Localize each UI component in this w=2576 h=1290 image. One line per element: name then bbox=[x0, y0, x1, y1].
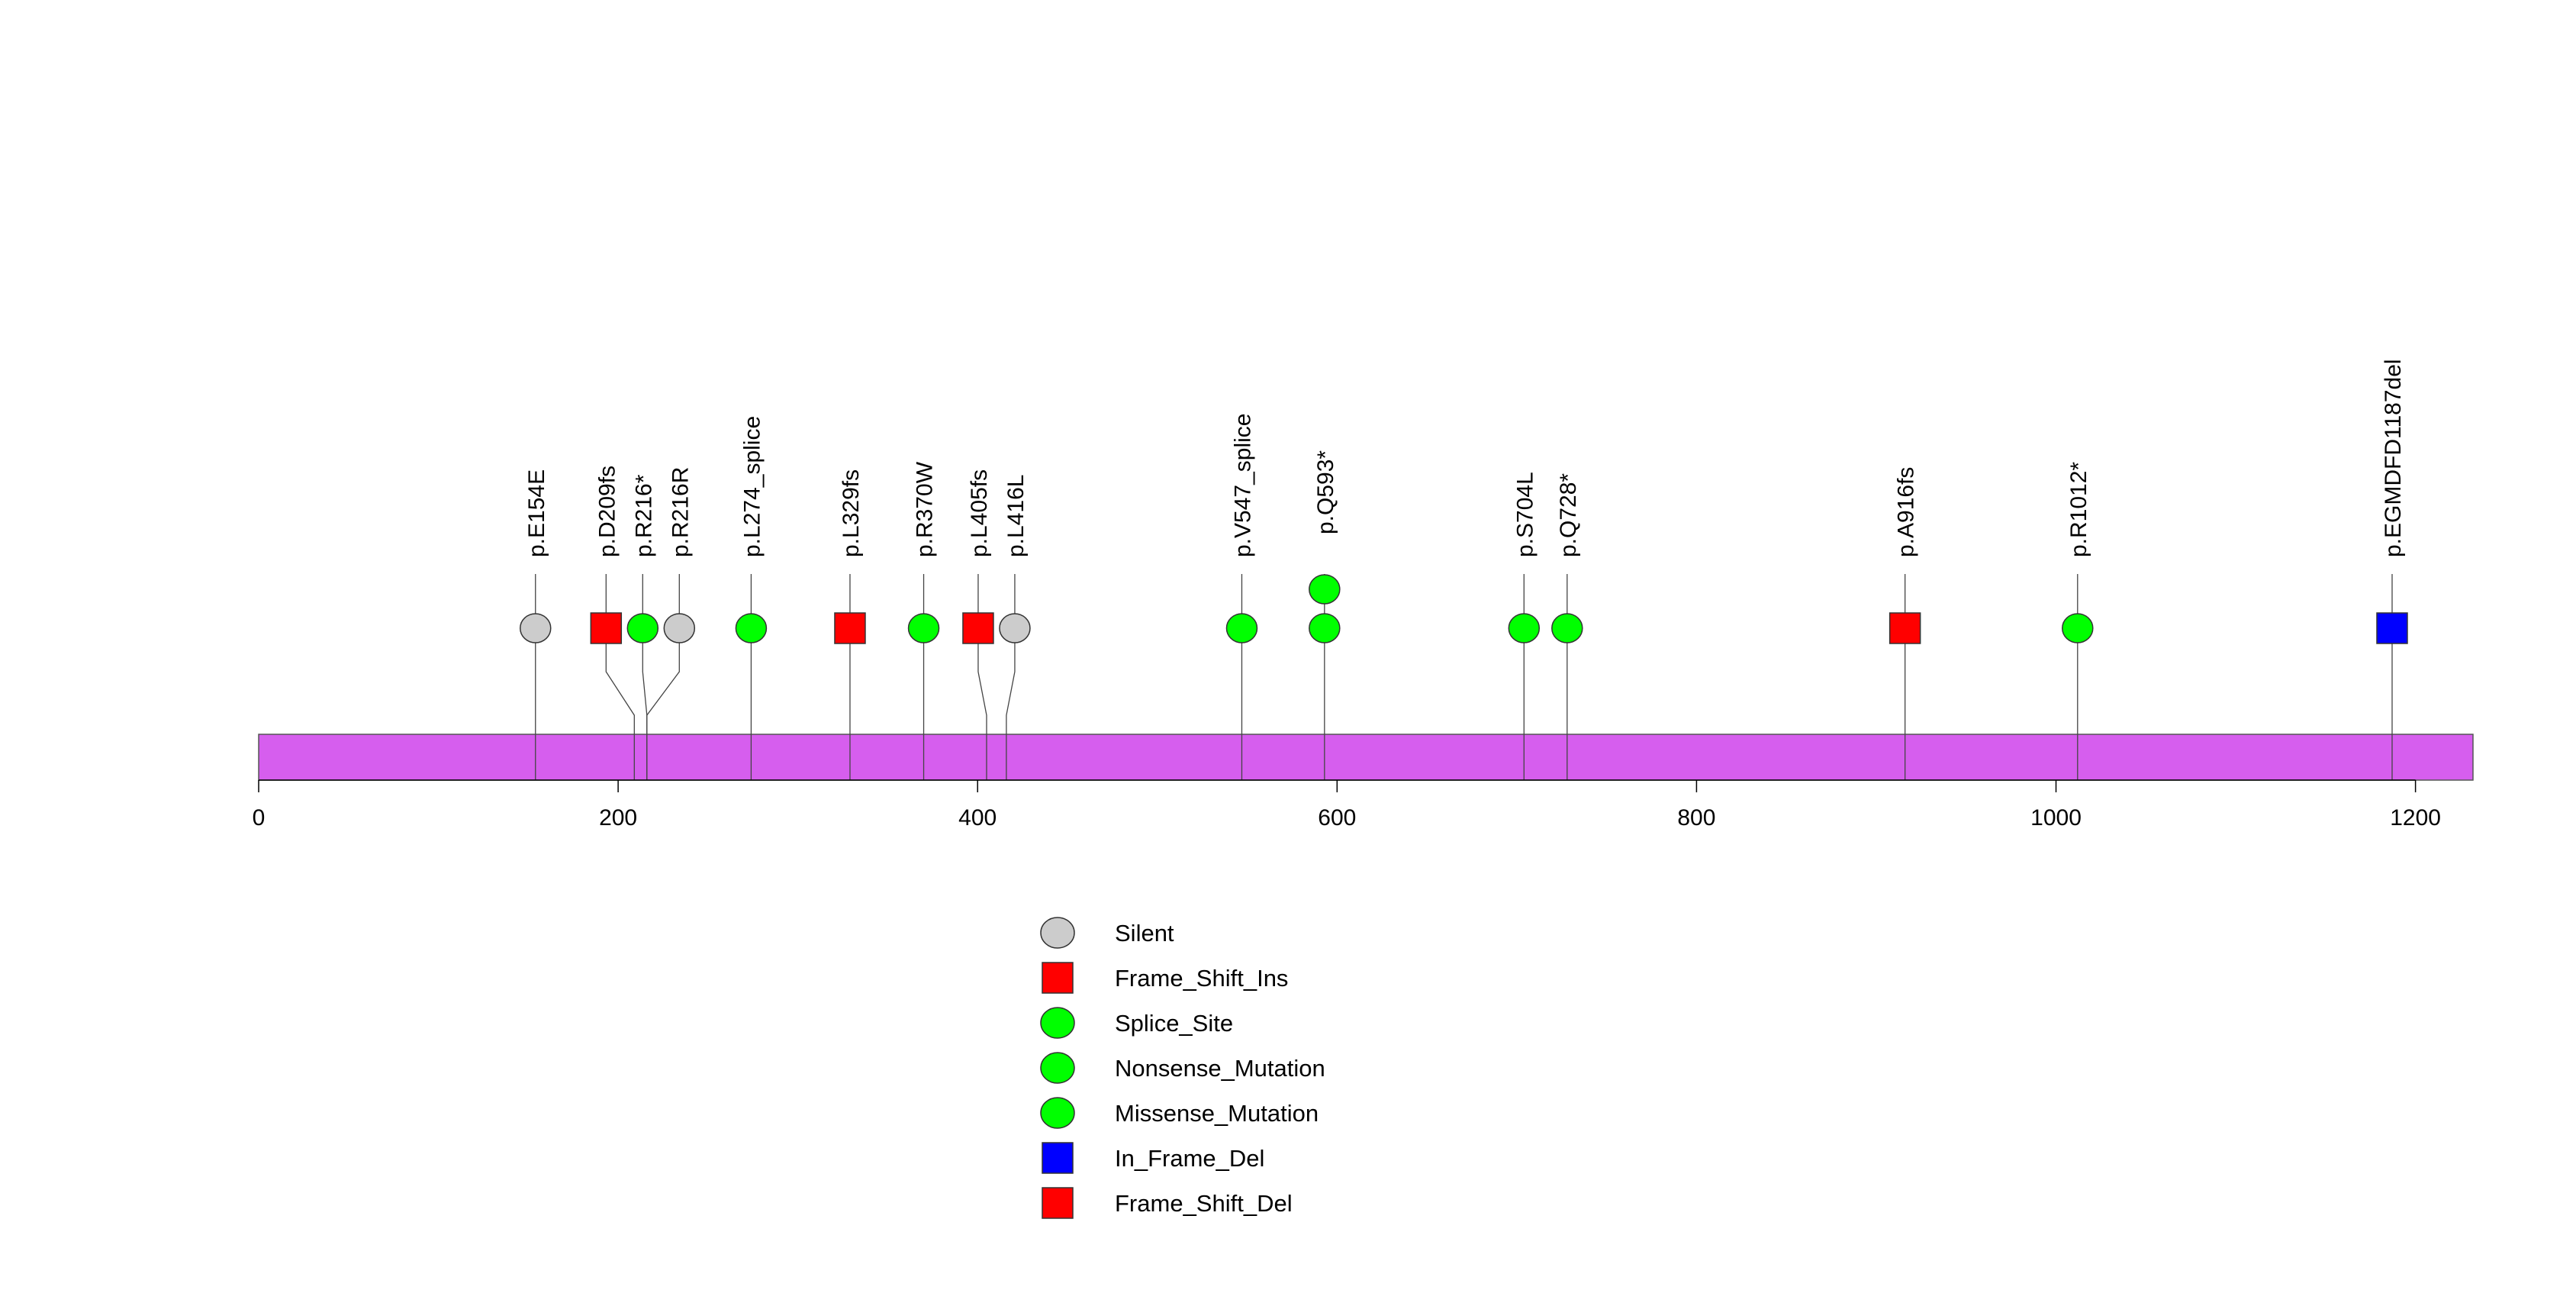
x-tick-label-0: 0 bbox=[253, 805, 266, 830]
label-p-r1012: p.R1012* bbox=[2066, 462, 2091, 557]
label-p-d209fs: p.D209fs bbox=[594, 466, 620, 557]
marker-p-q728 bbox=[1551, 613, 1583, 643]
label-p-l274-splice: p.L274_splice bbox=[739, 416, 765, 557]
label-p-l329fs: p.L329fs bbox=[839, 469, 864, 557]
marker-p-a916fs bbox=[1889, 612, 1921, 644]
label-p-q728: p.Q728* bbox=[1556, 473, 1581, 557]
marker-p-l416l bbox=[999, 613, 1031, 643]
x-tick-label-800: 800 bbox=[1677, 805, 1715, 830]
x-tick-label-600: 600 bbox=[1318, 805, 1356, 830]
label-p-s704l: p.S704L bbox=[1512, 472, 1538, 557]
label-p-egmdfd1187del: p.EGMDFD1187del bbox=[2381, 359, 2406, 557]
x-tick-label-1000: 1000 bbox=[2030, 805, 2082, 830]
legend-swatch-in-frame-del bbox=[1042, 1142, 1074, 1174]
label-p-v547-splice: p.V547_splice bbox=[1230, 414, 1255, 557]
marker-p-s704l bbox=[1508, 613, 1541, 643]
legend-swatch-frame-shift-ins bbox=[1042, 962, 1074, 994]
label-p-e154e: p.E154E bbox=[524, 469, 549, 557]
marker-p-q593-2 bbox=[1309, 574, 1341, 605]
label-p-l416l: p.L416L bbox=[1003, 475, 1029, 557]
legend-label-nonsense-mutation: Nonsense_Mutation bbox=[1115, 1055, 1325, 1082]
label-p-l405fs: p.L405fs bbox=[967, 469, 992, 557]
marker-p-v547-splice bbox=[1225, 613, 1258, 643]
x-tick-label-1200: 1200 bbox=[2390, 805, 2441, 830]
legend-swatch-frame-shift-del bbox=[1042, 1187, 1074, 1219]
marker-p-q593 bbox=[1309, 613, 1341, 643]
marker-p-d209fs bbox=[590, 612, 623, 644]
legend-label-splice-site: Splice_Site bbox=[1115, 1010, 1233, 1037]
label-p-a916fs: p.A916fs bbox=[1894, 467, 1919, 557]
x-tick-label-200: 200 bbox=[599, 805, 637, 830]
protein-domain-bar bbox=[258, 734, 2474, 781]
legend-label-frame-shift-ins: Frame_Shift_Ins bbox=[1115, 965, 1288, 992]
marker-p-egmdfd1187del bbox=[2376, 612, 2408, 644]
label-p-r216: p.R216* bbox=[631, 474, 656, 557]
marker-p-r216 bbox=[626, 613, 659, 643]
marker-p-r216r bbox=[663, 613, 696, 643]
legend-swatch-nonsense-mutation bbox=[1040, 1052, 1075, 1084]
marker-p-l405fs bbox=[962, 612, 994, 644]
marker-p-l274-splice bbox=[735, 613, 768, 643]
legend-swatch-splice-site bbox=[1040, 1007, 1075, 1039]
marker-p-e154e bbox=[520, 613, 552, 643]
marker-p-r1012 bbox=[2062, 613, 2094, 643]
legend-label-in-frame-del: In_Frame_Del bbox=[1115, 1145, 1264, 1172]
marker-p-l329fs bbox=[834, 612, 866, 644]
legend-swatch-silent bbox=[1040, 917, 1075, 949]
legend-label-silent: Silent bbox=[1115, 920, 1174, 947]
label-p-r216r: p.R216R bbox=[668, 467, 693, 557]
label-p-q593: p.Q593* bbox=[1313, 450, 1338, 534]
legend-label-missense-mutation: Missense_Mutation bbox=[1115, 1100, 1319, 1127]
label-p-r370w: p.R370W bbox=[913, 461, 938, 557]
legend-label-frame-shift-del: Frame_Shift_Del bbox=[1115, 1190, 1293, 1217]
legend-swatch-missense-mutation bbox=[1040, 1097, 1075, 1129]
x-tick-label-400: 400 bbox=[958, 805, 997, 830]
marker-p-r370w bbox=[907, 613, 940, 643]
